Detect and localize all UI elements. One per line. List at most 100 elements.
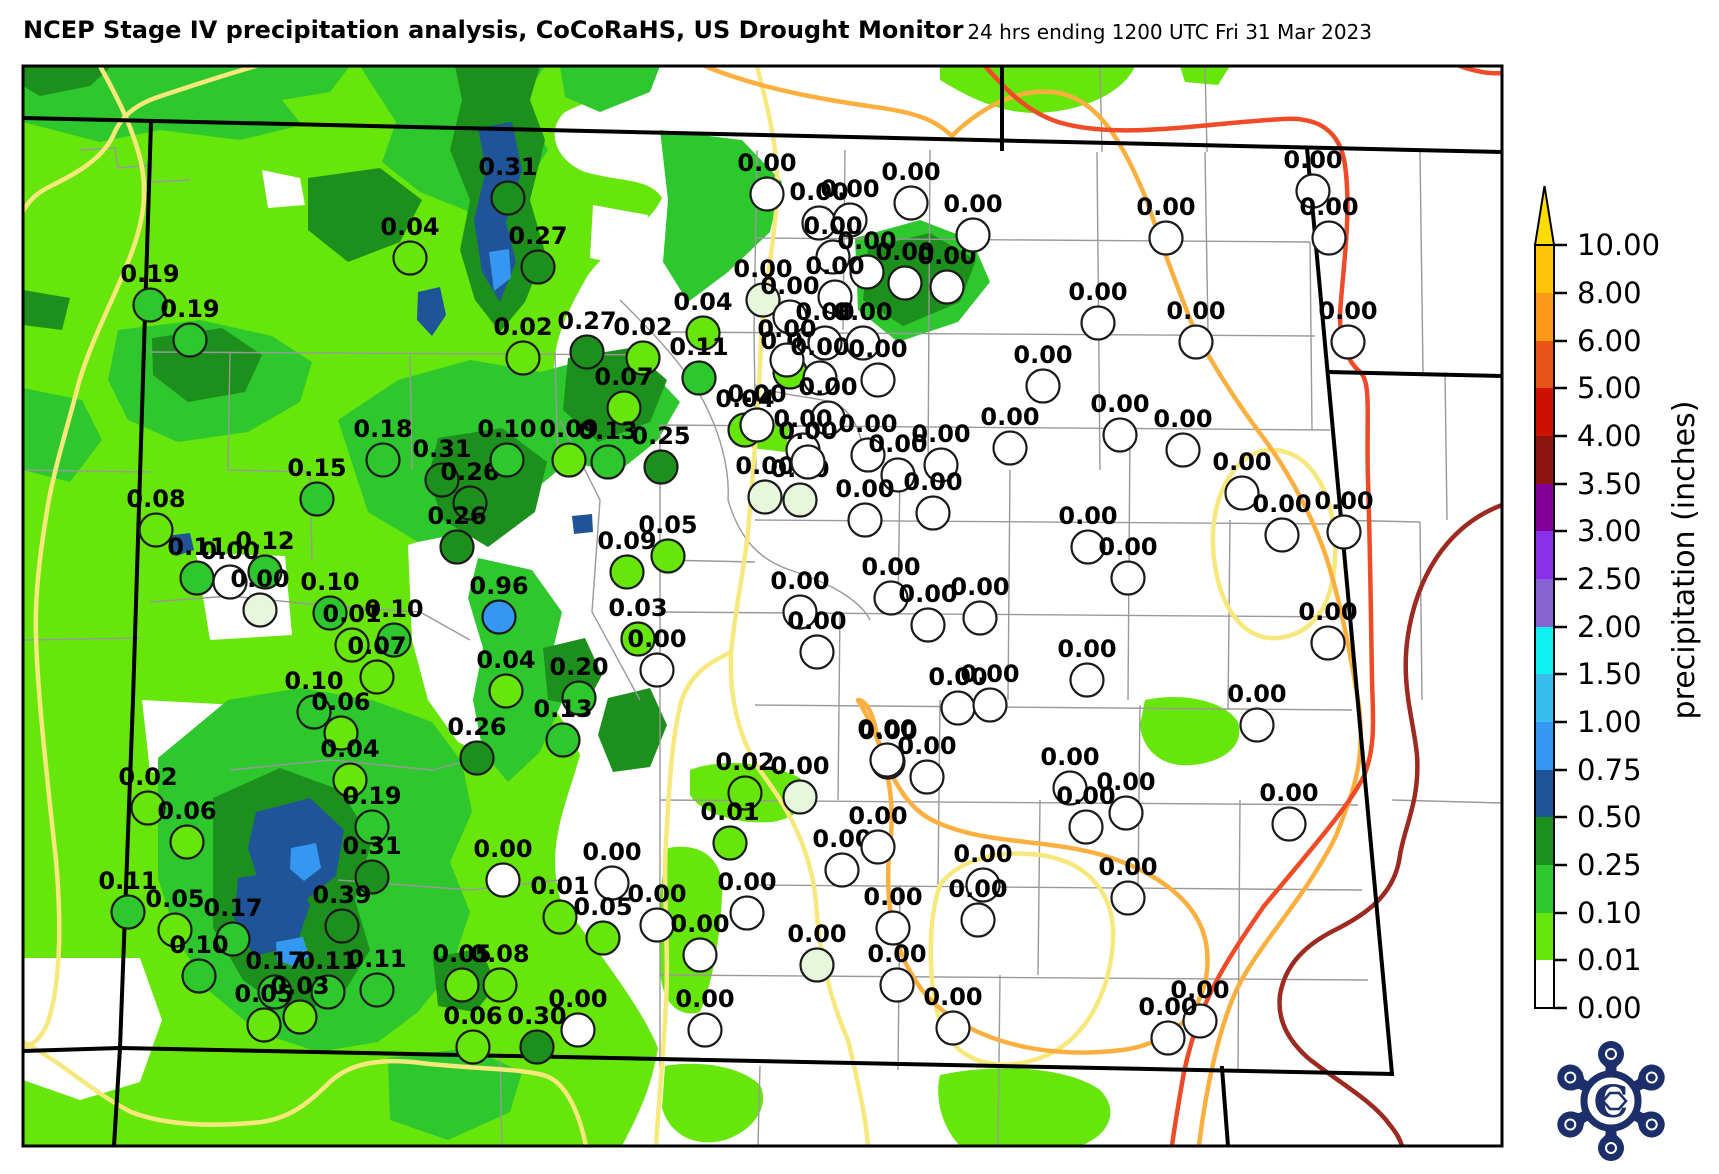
station-value-label: 0.02	[493, 313, 552, 341]
station-marker	[452, 485, 488, 521]
station-value-label: 0.00	[1227, 680, 1286, 708]
station-value-label: 0.31	[342, 832, 401, 860]
station-marker	[242, 592, 278, 628]
station-marker	[847, 502, 883, 538]
station-marker	[334, 627, 370, 663]
station-marker	[850, 437, 886, 473]
station-value-label: 0.01	[700, 798, 759, 826]
station-value-label: 0.06	[443, 1002, 502, 1030]
station-marker	[1295, 173, 1331, 209]
station-value-label: 0.20	[549, 653, 608, 681]
station-value-label: 0.00	[757, 315, 816, 343]
station-value-label: 0.00	[200, 537, 259, 565]
colorbar-segment	[1535, 913, 1554, 960]
station-marker	[1150, 1020, 1186, 1056]
station-marker	[799, 634, 835, 670]
colorbar-segment	[1535, 579, 1554, 627]
station-value-label: 0.19	[120, 260, 179, 288]
station-value-label: 0.17	[245, 947, 304, 975]
station-marker	[1102, 417, 1138, 453]
colorbar-tick-label: 1.50	[1577, 657, 1642, 691]
station-value-label: 0.00	[980, 403, 1039, 431]
page-title: NCEP Stage IV precipitation analysis, Co…	[23, 16, 964, 44]
station-marker	[935, 1010, 971, 1046]
station-value-label: 0.00	[943, 190, 1002, 218]
station-value-label: 0.00	[820, 175, 879, 203]
precipitation-colorbar: 0.00 0.01 0.10 0.25 0.50 0.75 1.00 1.50 2.00 2.50…	[1533, 185, 1702, 1025]
station-marker	[490, 180, 526, 216]
station-value-label: 0.00	[789, 178, 848, 206]
station-marker	[639, 907, 675, 943]
station-marker	[832, 202, 868, 238]
station-marker	[887, 265, 923, 301]
station-marker	[799, 947, 835, 983]
station-marker	[482, 967, 518, 1003]
station-marker	[323, 715, 359, 751]
station-value-label: 0.00	[837, 227, 896, 255]
station-value-label: 0.11	[98, 867, 157, 895]
station-value-label: 0.09	[597, 527, 656, 555]
station-marker	[1310, 625, 1346, 661]
station-value-label: 0.00	[1136, 193, 1195, 221]
station-marker	[869, 742, 905, 778]
station-marker	[1068, 809, 1104, 845]
station-value-label: 0.00	[903, 468, 962, 496]
station-value-label: 0.00	[848, 335, 907, 363]
station-marker	[354, 809, 390, 845]
station-value-label: 0.00	[582, 838, 641, 866]
station-value-label: 0.00	[760, 272, 819, 300]
station-value-label: 0.00	[733, 255, 792, 283]
station-value-label: 0.00	[548, 985, 607, 1013]
station-value-label: 0.00	[911, 420, 970, 448]
station-value-label: 0.00	[473, 835, 532, 863]
station-value-label: 0.10	[284, 667, 343, 695]
station-marker	[1239, 707, 1275, 743]
station-marker	[282, 999, 318, 1035]
station-marker	[880, 457, 916, 493]
station-value-label: 0.00	[627, 880, 686, 908]
station-marker	[485, 862, 521, 898]
station-value-label: 0.00	[1299, 193, 1358, 221]
station-value-label: 0.03	[270, 972, 329, 1000]
station-marker	[179, 560, 215, 596]
station-value-label: 0.00	[773, 405, 832, 433]
colorbar-tick-label: 2.50	[1577, 562, 1642, 596]
station-marker	[172, 322, 208, 358]
station-value-label: 0.00	[727, 380, 786, 408]
station-marker	[972, 687, 1008, 723]
station-marker	[247, 554, 283, 590]
station-value-label: 0.04	[380, 213, 439, 241]
map-area: 0.190.190.040.310.270.02 0.270.020.040.11…	[23, 66, 1502, 1146]
station-marker	[960, 902, 996, 938]
station-value-label: 0.00	[1068, 278, 1127, 306]
station-value-label: 0.18	[353, 415, 412, 443]
station-marker	[727, 775, 763, 811]
station-value-label: 0.00	[1298, 598, 1357, 626]
station-value-label: 0.00	[898, 580, 957, 608]
colorbar-tick-label: 4.00	[1577, 419, 1642, 453]
logo-ring	[1580, 1070, 1642, 1132]
station-value-label: 0.96	[469, 572, 528, 600]
station-value-label: 0.00	[805, 252, 864, 280]
station-marker	[685, 315, 721, 351]
station-marker	[965, 867, 1001, 903]
station-value-label: 0.00	[787, 920, 846, 948]
station-marker	[130, 790, 166, 826]
station-value-label: 0.00	[1153, 405, 1212, 433]
colorbar-tick-label: 0.00	[1577, 991, 1642, 1025]
station-marker	[639, 652, 675, 688]
station-value-label: 0.10	[169, 931, 228, 959]
colorbar-tick-label: 0.01	[1577, 943, 1642, 977]
station-marker	[354, 859, 390, 895]
drought-d1-line	[702, 66, 1364, 1146]
station-marker	[1165, 432, 1201, 468]
station-layer: 0.190.190.040.310.270.02 0.270.020.040.11…	[98, 146, 1378, 1065]
station-value-label: 0.00	[1259, 779, 1318, 807]
station-marker	[782, 594, 818, 630]
station-value-label: 0.00	[1058, 502, 1117, 530]
colorbar-segment	[1535, 817, 1554, 865]
station-value-label: 0.31	[478, 153, 537, 181]
logo-hexagon	[1601, 1091, 1628, 1111]
station-marker	[459, 740, 495, 776]
